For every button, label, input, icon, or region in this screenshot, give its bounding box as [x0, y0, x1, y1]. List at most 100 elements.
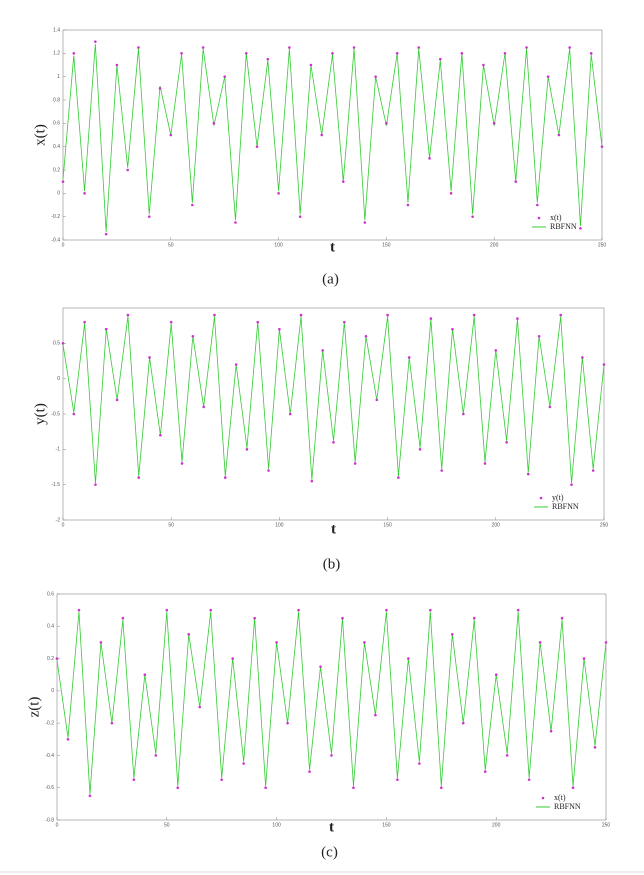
y-axis-label: x(t) — [32, 124, 48, 146]
series-marker — [407, 657, 410, 660]
legend-label: RBFNN — [552, 502, 579, 511]
series-marker — [94, 483, 97, 486]
series-marker — [169, 133, 173, 137]
series-marker — [83, 320, 86, 324]
series-marker — [231, 657, 234, 660]
series-marker — [320, 133, 324, 137]
y-tick-label: -0.2 — [51, 214, 60, 220]
y-tick-label: 0 — [57, 376, 60, 382]
legend: x(t)RBFNN — [532, 213, 577, 231]
series-marker — [223, 75, 226, 78]
x-tick-label: 50 — [168, 242, 174, 248]
x-axis-label: t — [331, 521, 336, 537]
series-marker — [267, 469, 270, 472]
series-marker — [494, 673, 498, 677]
y-tick-label: 0 — [51, 688, 54, 694]
series-marker — [600, 145, 604, 148]
series-marker — [244, 52, 248, 55]
series-marker — [202, 405, 205, 409]
series-marker — [234, 363, 238, 366]
x-tick-label: 0 — [62, 522, 65, 528]
series-marker — [288, 412, 292, 416]
series-marker — [209, 608, 213, 612]
series-marker — [417, 46, 421, 49]
y-tick-label: -1 — [56, 447, 61, 453]
series-marker — [115, 398, 119, 402]
series-marker — [159, 433, 162, 437]
y-tick-label: -0.4 — [45, 753, 54, 759]
x-tick-label: 200 — [492, 522, 501, 528]
series-marker — [568, 46, 571, 49]
series-marker — [234, 221, 237, 224]
series-marker — [308, 770, 311, 773]
series-marker — [319, 665, 322, 668]
series-marker — [449, 192, 453, 195]
y-tick-label: 0 — [57, 191, 60, 197]
x-tick-label: 150 — [383, 522, 392, 528]
series-marker — [298, 215, 302, 218]
series-marker — [589, 52, 593, 55]
series-marker — [212, 122, 216, 125]
series-marker — [220, 778, 223, 781]
y-axis-label: y(t) — [32, 403, 48, 425]
series-marker — [191, 203, 194, 207]
y-tick-label: 0.6 — [53, 121, 60, 127]
series-marker — [88, 794, 92, 798]
caption: (b) — [323, 556, 341, 572]
series-marker — [126, 168, 129, 172]
series-marker — [591, 469, 595, 472]
series-marker — [321, 349, 324, 352]
series-marker — [297, 608, 300, 612]
series-marker — [110, 721, 114, 725]
y-tick-label: 0.2 — [53, 167, 60, 173]
caption: (c) — [321, 844, 338, 860]
x-tick-label: 50 — [168, 522, 174, 528]
series-marker — [471, 215, 474, 218]
series-marker — [115, 63, 119, 67]
series-marker — [549, 729, 553, 733]
series-marker — [201, 46, 205, 49]
series-marker — [126, 313, 130, 317]
series-marker — [352, 786, 355, 790]
series-marker — [582, 657, 586, 660]
series-marker — [570, 483, 573, 486]
series-marker — [602, 363, 606, 366]
series-marker — [460, 52, 464, 55]
y-tick-label: 0.2 — [47, 656, 54, 662]
y-tick-label: 0.8 — [53, 97, 60, 103]
series-marker — [277, 192, 280, 195]
series-marker — [548, 405, 552, 409]
series-marker — [286, 721, 289, 725]
series-marker — [147, 215, 151, 218]
series-marker — [375, 398, 379, 402]
series-marker — [154, 754, 158, 757]
series-marker — [604, 641, 608, 644]
series-marker — [526, 472, 530, 476]
series-marker — [77, 608, 81, 612]
series-marker — [450, 633, 454, 636]
legend-label: y(t) — [552, 493, 564, 502]
y-tick-label: 1.4 — [53, 27, 60, 33]
series-marker — [579, 227, 582, 230]
series-marker — [536, 203, 539, 207]
series-marker — [440, 786, 443, 790]
series-marker — [99, 641, 103, 644]
series-marker — [61, 342, 65, 345]
legend-swatch — [537, 216, 541, 220]
series-marker — [492, 122, 496, 125]
plot-frame — [56, 593, 607, 821]
series-marker — [385, 608, 388, 612]
series-marker — [275, 641, 278, 644]
series-marker — [439, 57, 442, 61]
series-marker — [385, 122, 388, 125]
y-tick-label: 1.2 — [53, 51, 60, 57]
series-line — [62, 316, 605, 484]
series-marker — [309, 63, 313, 67]
series-marker — [428, 157, 431, 160]
x-tick-label: 50 — [164, 822, 170, 828]
series-marker — [132, 778, 136, 781]
series-marker — [256, 320, 260, 324]
y-tick-label: -0.5 — [51, 411, 60, 417]
series-marker — [461, 721, 465, 725]
y-tick-label: -0.2 — [45, 720, 54, 726]
